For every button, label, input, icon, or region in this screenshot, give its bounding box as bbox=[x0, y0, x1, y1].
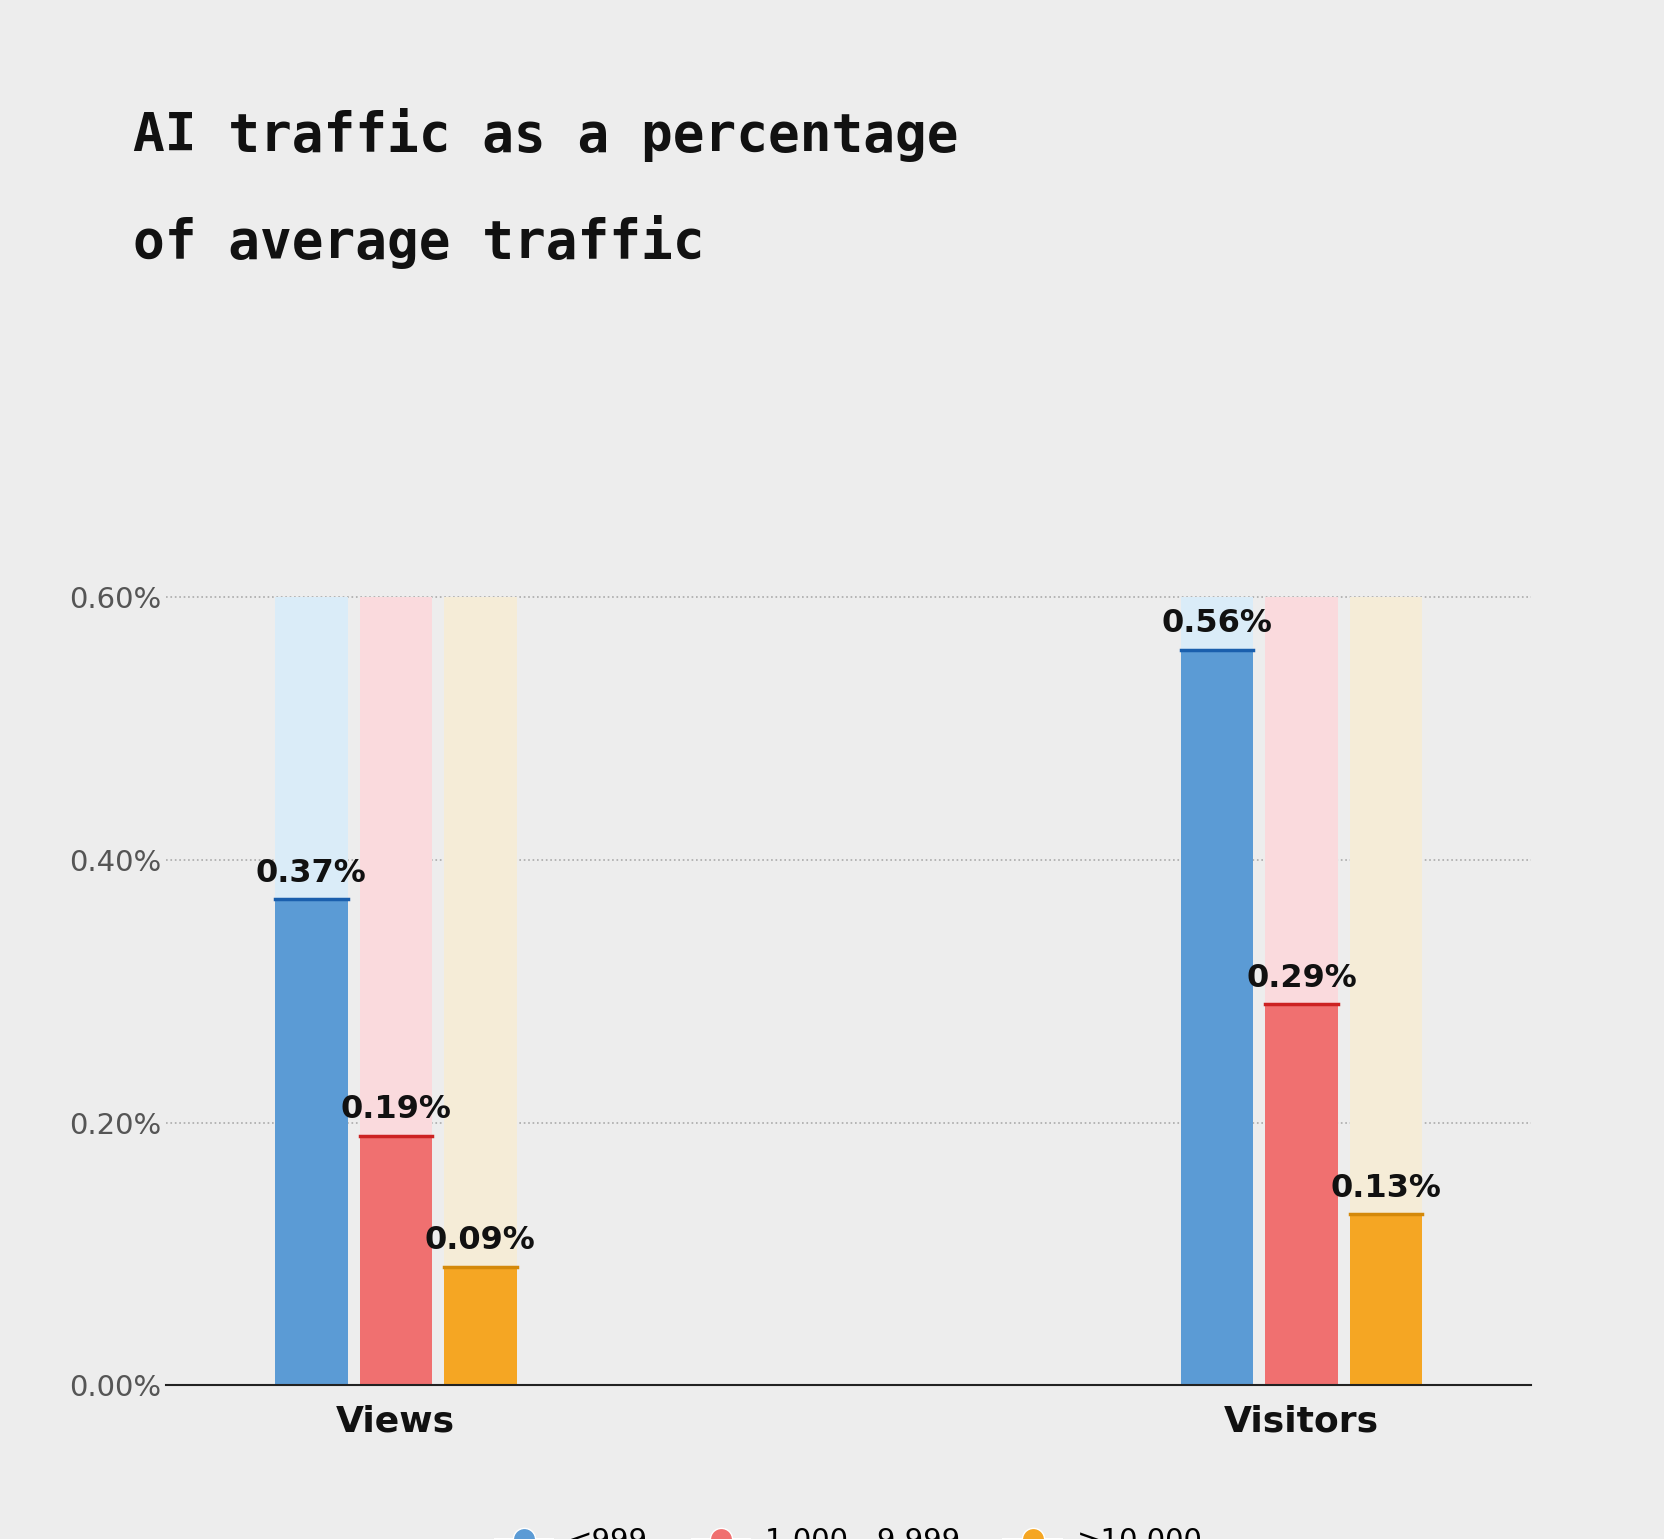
Bar bbox=[1350, 597, 1423, 1385]
Legend: <999, 1,000 - 9,999, >10,000: <999, 1,000 - 9,999, >10,000 bbox=[483, 1516, 1215, 1539]
Bar bbox=[359, 1136, 433, 1385]
Text: 0.09%: 0.09% bbox=[424, 1225, 536, 1256]
Text: 0.29%: 0.29% bbox=[1246, 963, 1356, 994]
Text: 0.56%: 0.56% bbox=[1161, 608, 1273, 640]
Bar bbox=[275, 597, 348, 1385]
Bar bbox=[444, 1267, 516, 1385]
Bar bbox=[444, 597, 516, 1385]
Text: 0.19%: 0.19% bbox=[341, 1094, 451, 1125]
Bar bbox=[275, 899, 348, 1385]
Text: 0.13%: 0.13% bbox=[1331, 1173, 1441, 1203]
Bar bbox=[1181, 597, 1253, 1385]
Bar bbox=[1181, 649, 1253, 1385]
Bar bbox=[1350, 1214, 1423, 1385]
Text: 0.37%: 0.37% bbox=[256, 857, 366, 890]
Bar bbox=[1265, 597, 1338, 1385]
Text: of average traffic: of average traffic bbox=[133, 215, 704, 269]
Text: AI traffic as a percentage: AI traffic as a percentage bbox=[133, 108, 958, 162]
Bar bbox=[359, 597, 433, 1385]
Bar bbox=[1265, 1005, 1338, 1385]
